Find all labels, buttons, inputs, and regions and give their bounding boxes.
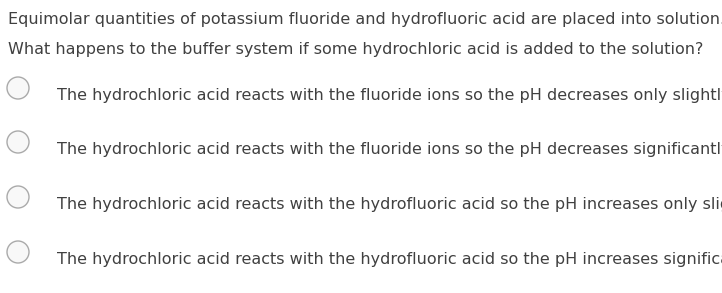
Circle shape [7, 131, 29, 153]
Circle shape [7, 77, 29, 99]
Circle shape [7, 241, 29, 263]
Text: The hydrochloric acid reacts with the hydrofluoric acid so the pH increases sign: The hydrochloric acid reacts with the hy… [57, 252, 722, 267]
Text: The hydrochloric acid reacts with the fluoride ions so the pH decreases signific: The hydrochloric acid reacts with the fl… [57, 142, 722, 157]
Circle shape [7, 186, 29, 208]
Text: The hydrochloric acid reacts with the hydrofluoric acid so the pH increases only: The hydrochloric acid reacts with the hy… [57, 197, 722, 212]
Text: Equimolar quantities of potassium fluoride and hydrofluoric acid are placed into: Equimolar quantities of potassium fluori… [8, 12, 722, 27]
Text: What happens to the buffer system if some hydrochloric acid is added to the solu: What happens to the buffer system if som… [8, 42, 703, 57]
Text: The hydrochloric acid reacts with the fluoride ions so the pH decreases only sli: The hydrochloric acid reacts with the fl… [57, 88, 722, 103]
